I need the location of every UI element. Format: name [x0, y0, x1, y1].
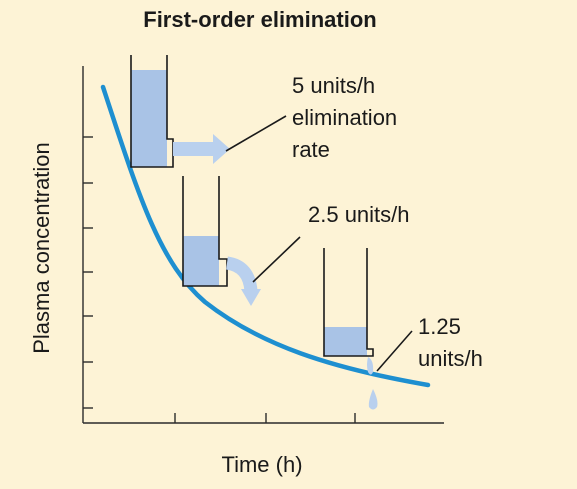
beaker-icon	[323, 248, 374, 357]
beaker-1-liquid	[131, 70, 167, 167]
elimination-curve	[100, 84, 431, 388]
x-axis-label: Time (h)	[221, 452, 302, 477]
outflow-arrow-icon	[225, 256, 261, 306]
annotation-rate-3: 1.25 units/h	[418, 314, 483, 371]
annotation-text: rate	[292, 137, 330, 162]
beaker-3-outline	[323, 248, 374, 357]
annotation-text: 5 units/h	[292, 73, 375, 98]
leader-line-2	[252, 236, 301, 283]
annotation-text: 1.25	[418, 314, 461, 339]
diagram-title: First-order elimination	[143, 7, 376, 32]
beaker-icon	[130, 55, 174, 168]
annotation-text: units/h	[418, 346, 483, 371]
annotation-text: elimination	[292, 105, 397, 130]
x-ticks	[174, 413, 356, 423]
axes	[82, 66, 444, 424]
beaker-icon	[182, 176, 228, 287]
y-ticks	[83, 136, 93, 409]
drop-icon	[367, 357, 378, 410]
annotation-text: 2.5 units/h	[308, 202, 410, 227]
leader-line-1	[225, 115, 287, 152]
annotation-rate-1: 5 units/h elimination rate	[292, 73, 397, 162]
beaker-3-liquid	[324, 327, 367, 356]
y-axis-label: Plasma concentration	[29, 142, 54, 354]
beaker-2-liquid	[183, 236, 219, 286]
annotation-rate-2: 2.5 units/h	[308, 202, 410, 227]
beaker-2-outline	[182, 176, 228, 287]
outflow-arrow-icon	[173, 134, 230, 164]
leader-line-3	[376, 330, 413, 372]
